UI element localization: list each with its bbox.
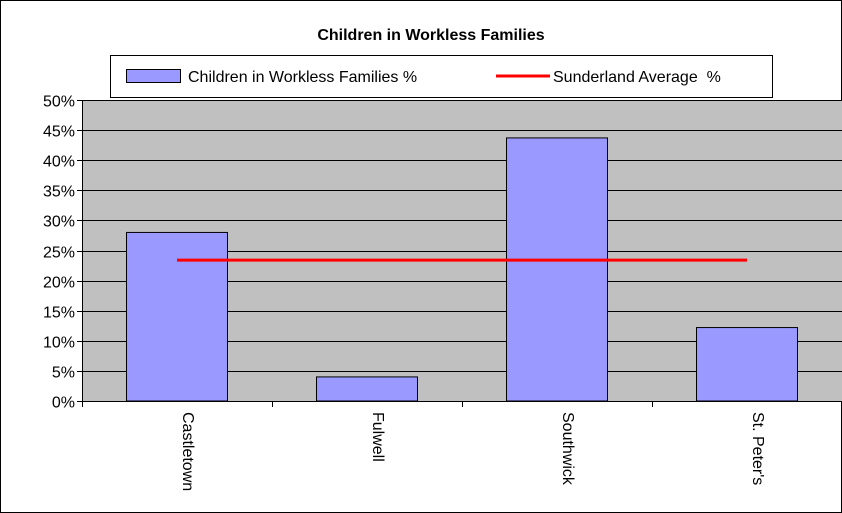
x-tick-label: Southwick bbox=[559, 412, 576, 486]
y-tick-label: 50% bbox=[43, 94, 75, 111]
legend-swatch-bars bbox=[126, 69, 181, 83]
y-tick-label: 20% bbox=[43, 275, 75, 292]
bar-fulwell bbox=[316, 376, 418, 402]
plot-area: 0% 5% 10% 15% 20% 25% 30% 35% 40% 45% 50% Castletow… bbox=[43, 94, 842, 491]
bar-st-peter-s bbox=[696, 327, 798, 402]
x-tick-label: St. Peter's bbox=[749, 412, 766, 485]
legend-label-bars: Children in Workless Families % bbox=[188, 69, 417, 86]
legend-box bbox=[110, 55, 773, 98]
legend-label-average: Sunderland Average % bbox=[553, 69, 721, 86]
y-tick-label: 15% bbox=[43, 305, 75, 322]
y-tick-label: 30% bbox=[43, 214, 75, 231]
y-tick-label: 10% bbox=[43, 335, 75, 352]
y-tick-label: 25% bbox=[43, 245, 75, 262]
y-tick-label: 0% bbox=[52, 395, 75, 412]
y-tick-label: 35% bbox=[43, 184, 75, 201]
y-tick-label: 40% bbox=[43, 154, 75, 171]
x-tick-label: Fulwell bbox=[369, 412, 386, 462]
y-tick-label: 45% bbox=[43, 124, 75, 141]
legend: Children in Workless Families % Sunderla… bbox=[110, 55, 773, 98]
bar-southwick bbox=[506, 137, 608, 402]
y-tick-label: 5% bbox=[52, 365, 75, 382]
chart-title: Children in Workless Families bbox=[317, 27, 544, 44]
bar-castletown bbox=[126, 231, 228, 402]
x-tick-label: Castletown bbox=[179, 412, 196, 491]
